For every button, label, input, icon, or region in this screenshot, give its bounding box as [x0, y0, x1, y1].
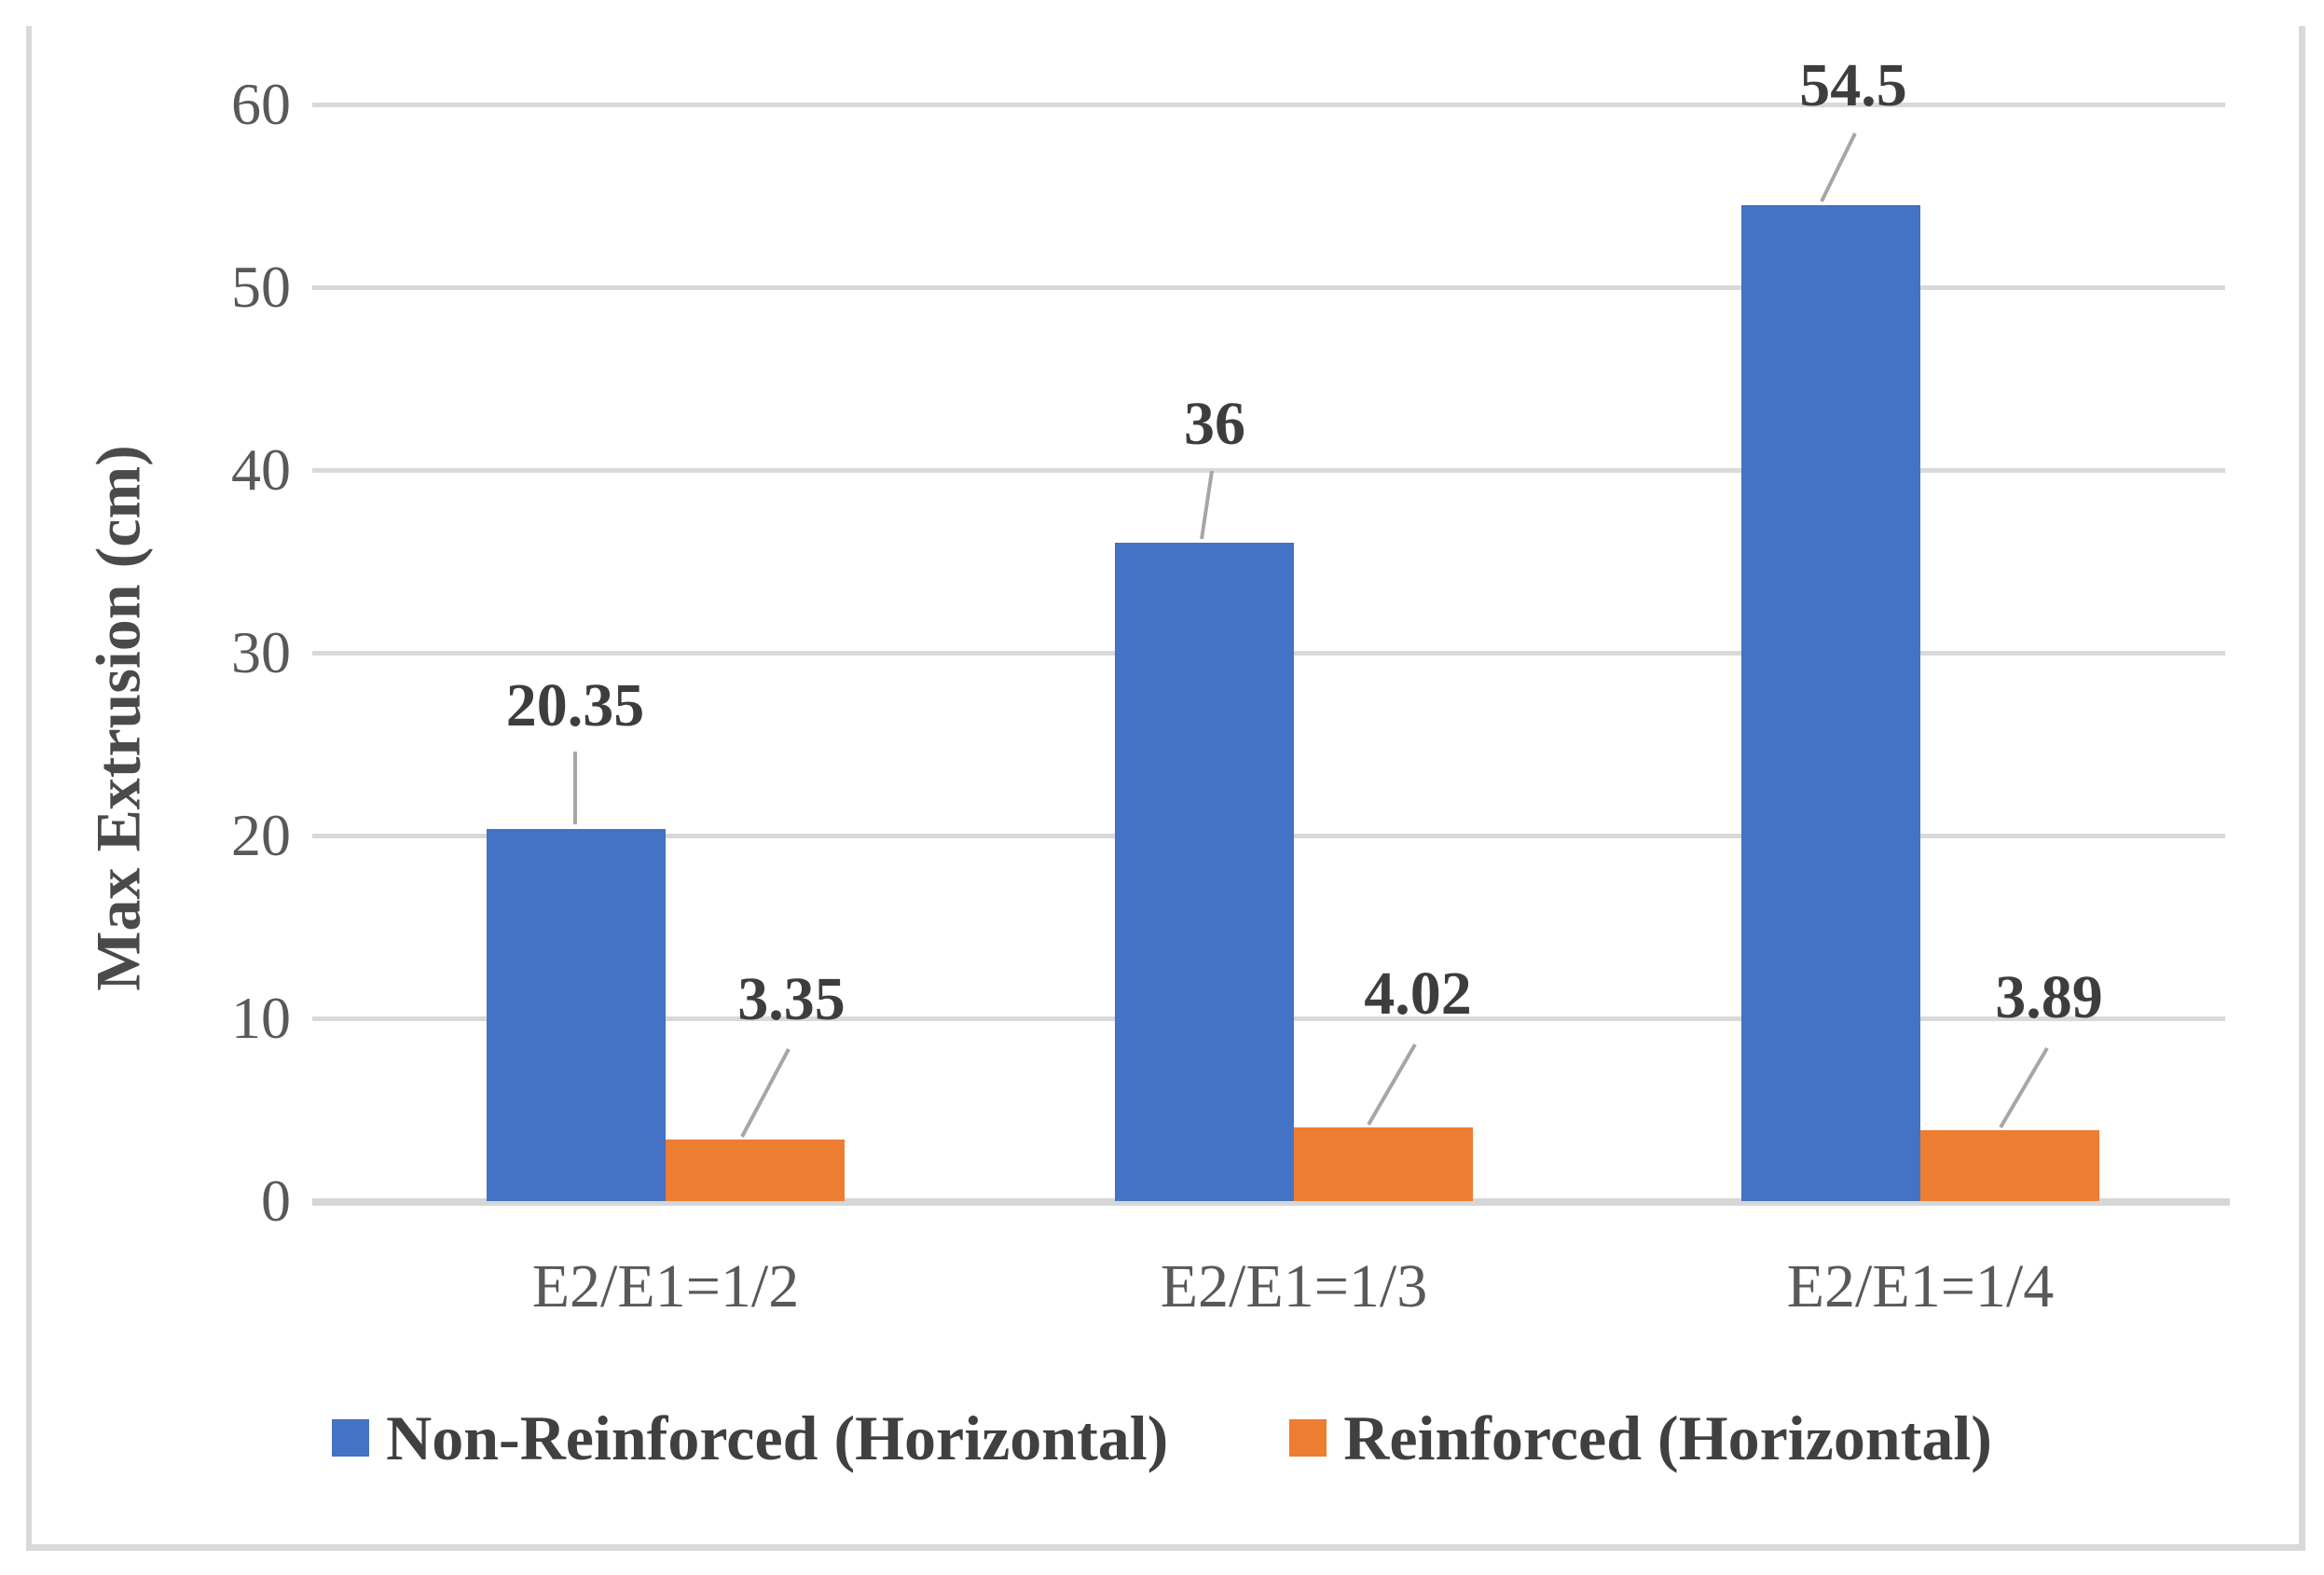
- y-tick-label-60: 60: [231, 71, 291, 137]
- legend-item-reinforced: Reinforced (Horizontal): [1289, 1401, 1992, 1475]
- figure-border-left: [26, 26, 32, 1551]
- legend-swatch-icon: [1289, 1419, 1327, 1457]
- legend-label: Non-Reinforced (Horizontal): [386, 1402, 1169, 1473]
- figure-border-bottom: [26, 1544, 2305, 1551]
- x-category-label-2: E2/E1=1/3: [1160, 1252, 1428, 1320]
- legend-item-nonreinforced: Non-Reinforced (Horizontal): [332, 1401, 1168, 1475]
- gridline-60: [312, 103, 2225, 107]
- data-label-nonreinforced-1: 20.35: [505, 671, 645, 739]
- data-label-reinforced-2: 4.02: [1364, 960, 1472, 1028]
- x-category-label-1: E2/E1=1/2: [531, 1252, 800, 1320]
- gridline-50: [312, 285, 2225, 290]
- x-category-label-3: E2/E1=1/4: [1786, 1252, 2055, 1320]
- data-label-nonreinforced-2: 36: [1184, 390, 1245, 458]
- legend-swatch-icon: [332, 1419, 370, 1457]
- data-label-reinforced-3: 3.89: [1995, 963, 2103, 1031]
- bar-nonreinforced-3: [1741, 204, 1920, 1201]
- data-label-nonreinforced-3: 54.5: [1799, 51, 1907, 119]
- bar-nonreinforced-1: [487, 829, 666, 1201]
- y-tick-label-20: 20: [231, 802, 291, 868]
- y-tick-label-40: 40: [231, 436, 291, 503]
- figure-border-right: [2299, 26, 2305, 1551]
- y-tick-label-0: 0: [261, 1167, 291, 1234]
- data-label-reinforced-1: 3.35: [737, 965, 846, 1033]
- bar-reinforced-2: [1294, 1127, 1473, 1201]
- y-tick-label-30: 30: [231, 619, 291, 685]
- bar-nonreinforced-2: [1115, 543, 1294, 1201]
- legend: Non-Reinforced (Horizontal) Reinforced (H…: [0, 1401, 2324, 1475]
- gridline-40: [312, 468, 2225, 473]
- legend-label: Reinforced (Horizontal): [1343, 1402, 1992, 1473]
- x-axis-line: [312, 1198, 2230, 1206]
- y-tick-label-10: 10: [231, 985, 291, 1051]
- bar-reinforced-1: [666, 1140, 845, 1201]
- y-tick-label-50: 50: [231, 254, 291, 320]
- bar-reinforced-3: [1920, 1129, 2099, 1201]
